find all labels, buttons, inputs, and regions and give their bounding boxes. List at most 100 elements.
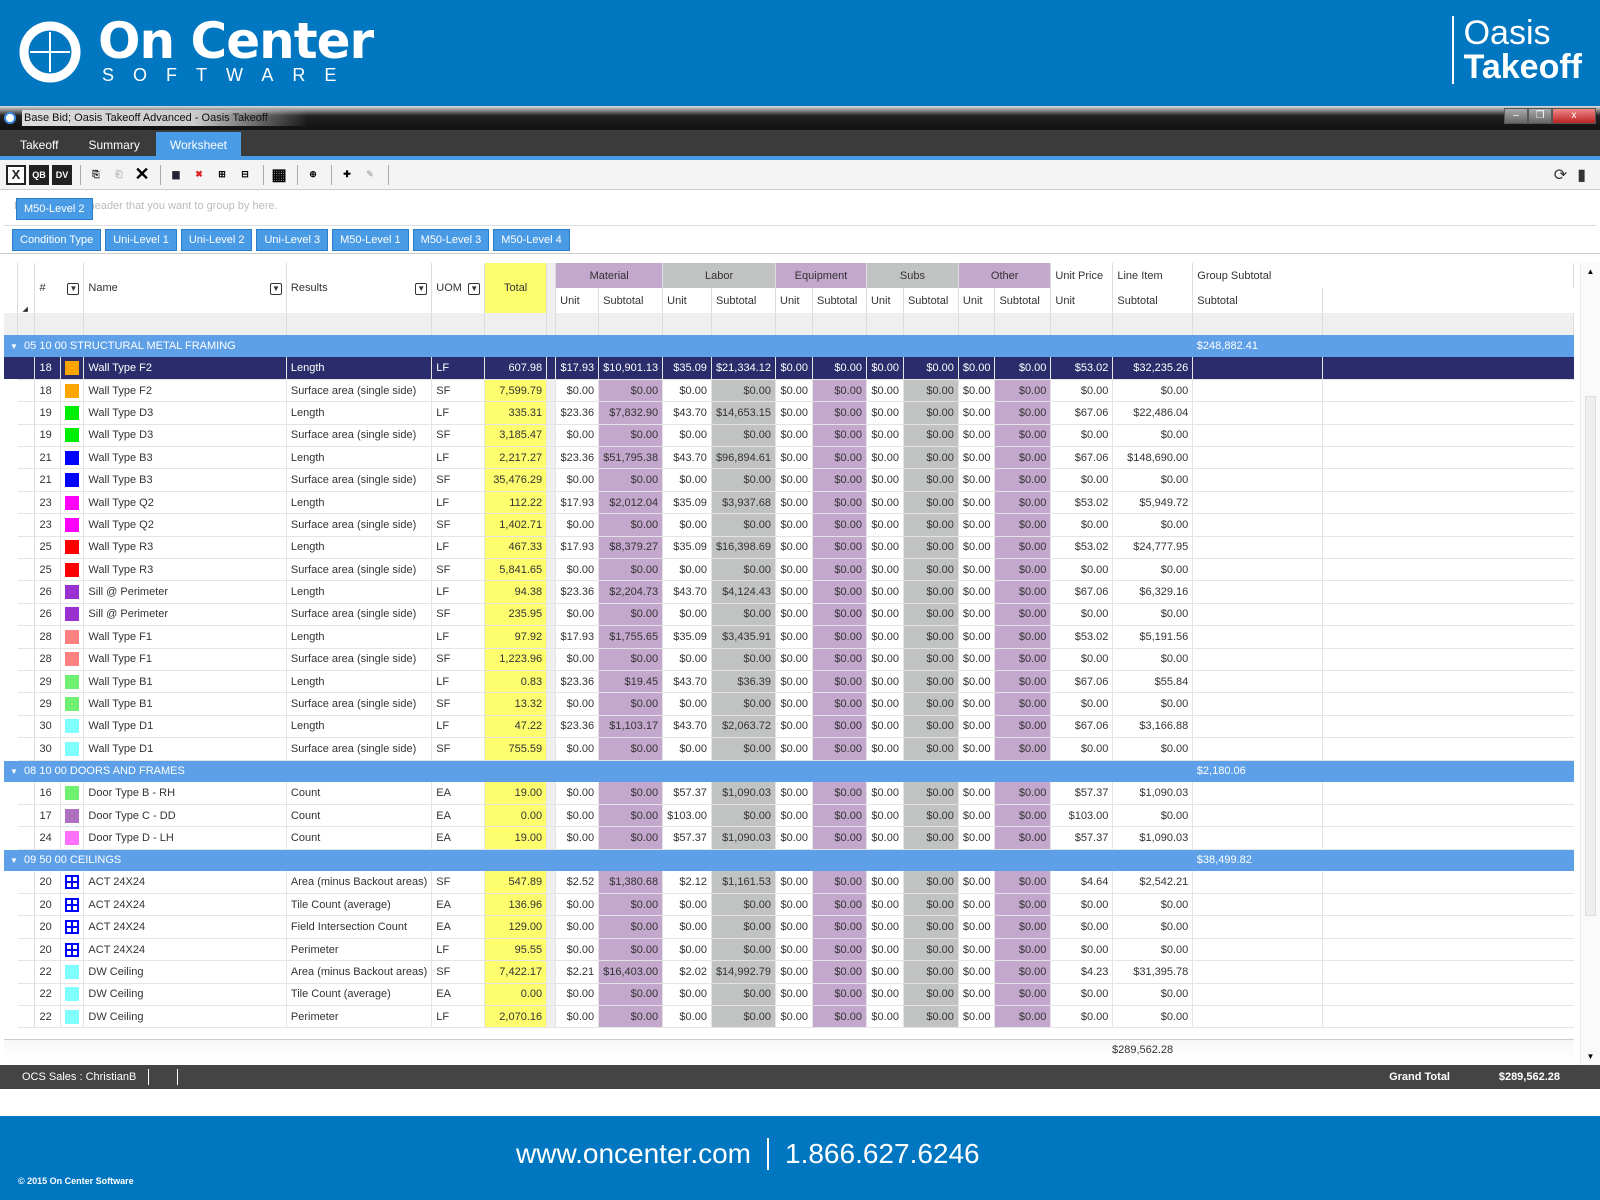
col-subs-unit[interactable]: Unit [866, 288, 904, 313]
cell-name[interactable]: Wall Type F1 [83, 625, 287, 649]
table-row[interactable]: 21 Wall Type B3 Surface area (single side)… [4, 468, 1574, 492]
folder-icon[interactable]: ▆ [172, 169, 180, 179]
table-row[interactable]: 29 Wall Type B1 Surface area (single side)… [4, 692, 1574, 716]
export-quickbooks-button[interactable]: QB [29, 164, 49, 185]
group-by-area[interactable]: Drag a column header that you want to gr… [4, 190, 1596, 226]
table-row[interactable]: 25 Wall Type R3 Surface area (single side)… [4, 558, 1574, 582]
copy-icon[interactable]: ⎘ [92, 169, 100, 179]
col-other-subtotal[interactable]: Subtotal [994, 288, 1052, 313]
table-row[interactable]: 28 Wall Type F1 Length LF 97.92 $17.93 $1,755.… [4, 625, 1574, 649]
remove-row-icon[interactable]: ⊟ [241, 169, 249, 179]
col-material-unit[interactable]: Unit [555, 288, 600, 313]
cell-name[interactable]: Wall Type B1 [83, 670, 287, 694]
chip-condition-type[interactable]: Condition Type [12, 228, 102, 251]
table-row[interactable]: 22 DW Ceiling Perimeter LF 2,070.16 $0.00 $0.0… [4, 1005, 1574, 1029]
table-row[interactable]: 18 Wall Type F2 Length LF 607.98 $17.93 $10,90… [4, 357, 1574, 380]
col-labor-subtotal[interactable]: Subtotal [711, 288, 777, 313]
collapse-icon[interactable]: ▼ [10, 767, 18, 777]
grid-icon[interactable]: ▦ [271, 166, 287, 184]
table-row[interactable]: 22 DW Ceiling Area (minus Backout areas) SF… [4, 960, 1574, 984]
table-row[interactable]: 22 DW Ceiling Tile Count (average) EA 0.00 $0… [4, 983, 1574, 1007]
table-row[interactable]: 23 Wall Type Q2 Length LF 112.22 $17.93 $2,012… [4, 491, 1574, 515]
table-row[interactable]: 25 Wall Type R3 Length LF 467.33 $17.93 $8,379… [4, 536, 1574, 560]
table-row[interactable]: 19 Wall Type D3 Length LF 335.31 $23.36 $7,832… [4, 401, 1574, 425]
col-other-unit[interactable]: Unit [958, 288, 996, 313]
col-header-results[interactable]: Results ▼ [286, 263, 433, 313]
table-row[interactable]: 28 Wall Type F1 Surface area (single side)… [4, 648, 1574, 671]
cell-name[interactable]: Wall Type F2 [83, 379, 287, 403]
close-button[interactable]: x [1552, 108, 1596, 124]
export-excel-button[interactable]: X [6, 164, 26, 185]
table-row[interactable]: 29 Wall Type B1 Length LF 0.83 $23.36 $19.45 $4… [4, 670, 1574, 694]
cell-name[interactable]: DW Ceiling [83, 983, 287, 1007]
table-row[interactable]: 26 Sill @ Perimeter Surface area (single s… [4, 603, 1574, 627]
table-row[interactable]: 17 Door Type C - DD Count EA 0.00 $0.00 $0.00 $… [4, 804, 1574, 828]
chip-m50-level-3[interactable]: M50-Level 3 [412, 228, 490, 251]
col-material-subtotal[interactable]: Subtotal [598, 288, 664, 313]
table-row[interactable]: 24 Door Type D - LH Count EA 19.00 $0.00 $0.00… [4, 826, 1574, 850]
cell-name[interactable]: DW Ceiling [83, 1005, 287, 1029]
cell-name[interactable]: Wall Type D3 [83, 424, 287, 448]
filter-icon[interactable]: ▼ [67, 282, 80, 295]
table-row[interactable]: 19 Wall Type D3 Surface area (single side)… [4, 424, 1574, 448]
cell-name[interactable]: Wall Type Q2 [83, 491, 287, 515]
active-group-chip[interactable]: M50-Level 2 [16, 198, 93, 220]
delete-icon[interactable]: ✕ [134, 164, 150, 184]
col-line-item-subtotal[interactable]: Subtotal [1112, 288, 1194, 313]
cell-name[interactable]: Wall Type D3 [83, 401, 287, 425]
refresh-icon[interactable]: ⟳ [1553, 167, 1568, 184]
cell-name[interactable]: Wall Type D1 [83, 737, 287, 761]
chip-uni-level-3[interactable]: Uni-Level 3 [256, 228, 329, 251]
add-modifier-icon[interactable]: ✚ [343, 169, 351, 179]
add-row-icon[interactable]: ⊞ [218, 169, 226, 179]
minimize-button[interactable]: – [1504, 108, 1528, 124]
scroll-up-icon[interactable]: ▲ [1586, 267, 1595, 276]
cell-name[interactable]: Wall Type D1 [83, 715, 287, 739]
cell-name[interactable]: ACT 24X24 [83, 871, 287, 895]
cell-name[interactable]: Wall Type B1 [83, 692, 287, 716]
chip-uni-level-2[interactable]: Uni-Level 2 [180, 228, 253, 251]
cell-name[interactable]: Wall Type F2 [83, 357, 287, 380]
table-row[interactable]: 16 Door Type B - RH Count EA 19.00 $0.00 $0.00… [4, 782, 1574, 805]
scroll-thumb[interactable] [1585, 396, 1596, 916]
chip-m50-level-1[interactable]: M50-Level 1 [332, 228, 409, 251]
cell-name[interactable]: Sill @ Perimeter [83, 580, 287, 604]
table-row[interactable]: 20 ACT 24X24 Tile Count (average) EA 136.96 $… [4, 893, 1574, 917]
col-unit-price-unit[interactable]: Unit [1050, 288, 1114, 313]
cell-name[interactable]: Door Type C - DD [83, 804, 287, 828]
tab-worksheet[interactable]: Worksheet [155, 132, 241, 156]
table-row[interactable]: 30 Wall Type D1 Surface area (single side)… [4, 737, 1574, 761]
col-labor-unit[interactable]: Unit [662, 288, 712, 313]
chip-m50-level-4[interactable]: M50-Level 4 [493, 228, 570, 251]
remove-item-icon[interactable]: ✖ [195, 169, 203, 179]
col-header-name[interactable]: Name ▼ [83, 263, 287, 313]
group-row[interactable]: ▼ 09 50 00 CEILINGS $38,499.82 [4, 849, 1574, 872]
paste-icon[interactable]: ⎗ [115, 169, 123, 179]
table-row[interactable]: 21 Wall Type B3 Length LF 2,217.27 $23.36 $51,… [4, 446, 1574, 470]
table-row[interactable]: 20 ACT 24X24 Field Intersection Count EA 129… [4, 915, 1574, 939]
col-equipment-unit[interactable]: Unit [775, 288, 813, 313]
scroll-down-icon[interactable]: ▼ [1586, 1052, 1595, 1061]
filter-icon[interactable]: ▼ [468, 282, 481, 295]
group-row[interactable]: ▼ 08 10 00 DOORS AND FRAMES $2,180.06 [4, 760, 1574, 783]
cell-name[interactable]: Wall Type Q2 [83, 513, 287, 537]
cell-name[interactable]: Door Type B - RH [83, 782, 287, 805]
col-equipment-subtotal[interactable]: Subtotal [812, 288, 867, 313]
group-row[interactable]: ▼ 05 10 00 STRUCTURAL METAL FRAMING $248,… [4, 335, 1574, 357]
cell-name[interactable]: Wall Type F1 [83, 648, 287, 671]
table-row[interactable]: 23 Wall Type Q2 Surface area (single side)… [4, 513, 1574, 537]
table-row[interactable]: 20 ACT 24X24 Perimeter LF 95.55 $0.00 $0.00 $0.… [4, 938, 1574, 962]
col-header-total[interactable]: Total [484, 263, 548, 313]
tab-summary[interactable]: Summary [88, 138, 140, 152]
website-link[interactable]: www.oncenter.com [516, 1138, 751, 1169]
cell-name[interactable]: Wall Type R3 [83, 558, 287, 582]
cell-name[interactable]: Door Type D - LH [83, 826, 287, 850]
chip-uni-level-1[interactable]: Uni-Level 1 [105, 228, 177, 251]
frozen-splitter[interactable] [546, 263, 557, 335]
collapse-icon[interactable]: ▼ [10, 856, 18, 866]
col-group-subtotal[interactable]: Subtotal [1192, 288, 1323, 313]
cell-name[interactable]: ACT 24X24 [83, 915, 287, 939]
vertical-scrollbar[interactable]: ▲ ▼ [1580, 263, 1600, 1065]
tab-takeoff[interactable]: Takeoff [20, 138, 59, 152]
table-row[interactable]: 20 ACT 24X24 Area (minus Backout areas) SF 5… [4, 871, 1574, 895]
